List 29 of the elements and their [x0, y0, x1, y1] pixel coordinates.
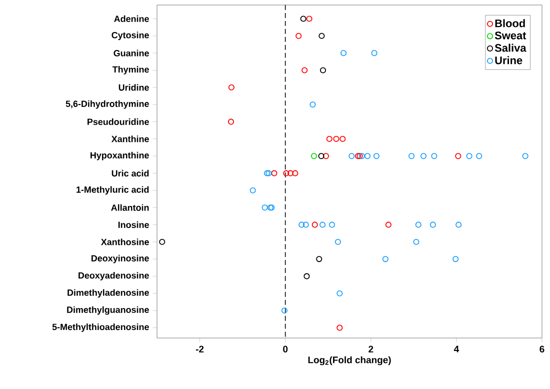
y-tick-label: Xanthine — [111, 136, 149, 142]
x-tick-label: 4 — [454, 346, 460, 352]
x-tick-label: 6 — [540, 346, 544, 352]
y-tick-label: Pseudouridine — [88, 118, 149, 126]
x-axis-title: Log$_{2}$(Fold change) — [308, 356, 391, 366]
y-tick-label: Hypoxanthine — [90, 152, 149, 160]
y-tick-label: Adenine — [114, 15, 149, 22]
y-tick-label: Dimethylguanosine — [67, 306, 149, 315]
y-tick-label: Uridine — [118, 84, 149, 91]
y-tick-label: Xanthosine — [100, 238, 149, 246]
y-tick-label: 5,6-Dihydrothymine — [66, 100, 149, 109]
y-tick-label: Deoxyadenosine — [78, 272, 149, 280]
x-tick-label: 2 — [368, 346, 374, 352]
x-tick-label: -2 — [196, 346, 204, 352]
y-tick-label: Thymine — [112, 66, 149, 74]
y-tick-label: Dimethyladenosine — [68, 289, 149, 298]
x-tick-label: 0 — [283, 346, 288, 352]
legend-label: Urine — [495, 56, 522, 64]
y-tick-label: Inosine — [118, 221, 149, 228]
legend-label: Saliva — [494, 44, 526, 52]
y-tick-label: Uric acid — [112, 170, 149, 177]
y-tick-label: Allantoin — [111, 204, 149, 211]
y-tick-label: Guanine — [114, 50, 149, 56]
y-tick-label: Cytosine — [112, 32, 149, 40]
y-tick-label: Deoxyinosine — [92, 254, 149, 264]
y-tick-label: 1-Methyluric acid — [76, 186, 149, 195]
legend-label: Sweat — [494, 32, 526, 40]
legend-label: Blood — [495, 19, 525, 28]
y-tick-label: 5-Methylthioadenosine — [52, 324, 149, 332]
